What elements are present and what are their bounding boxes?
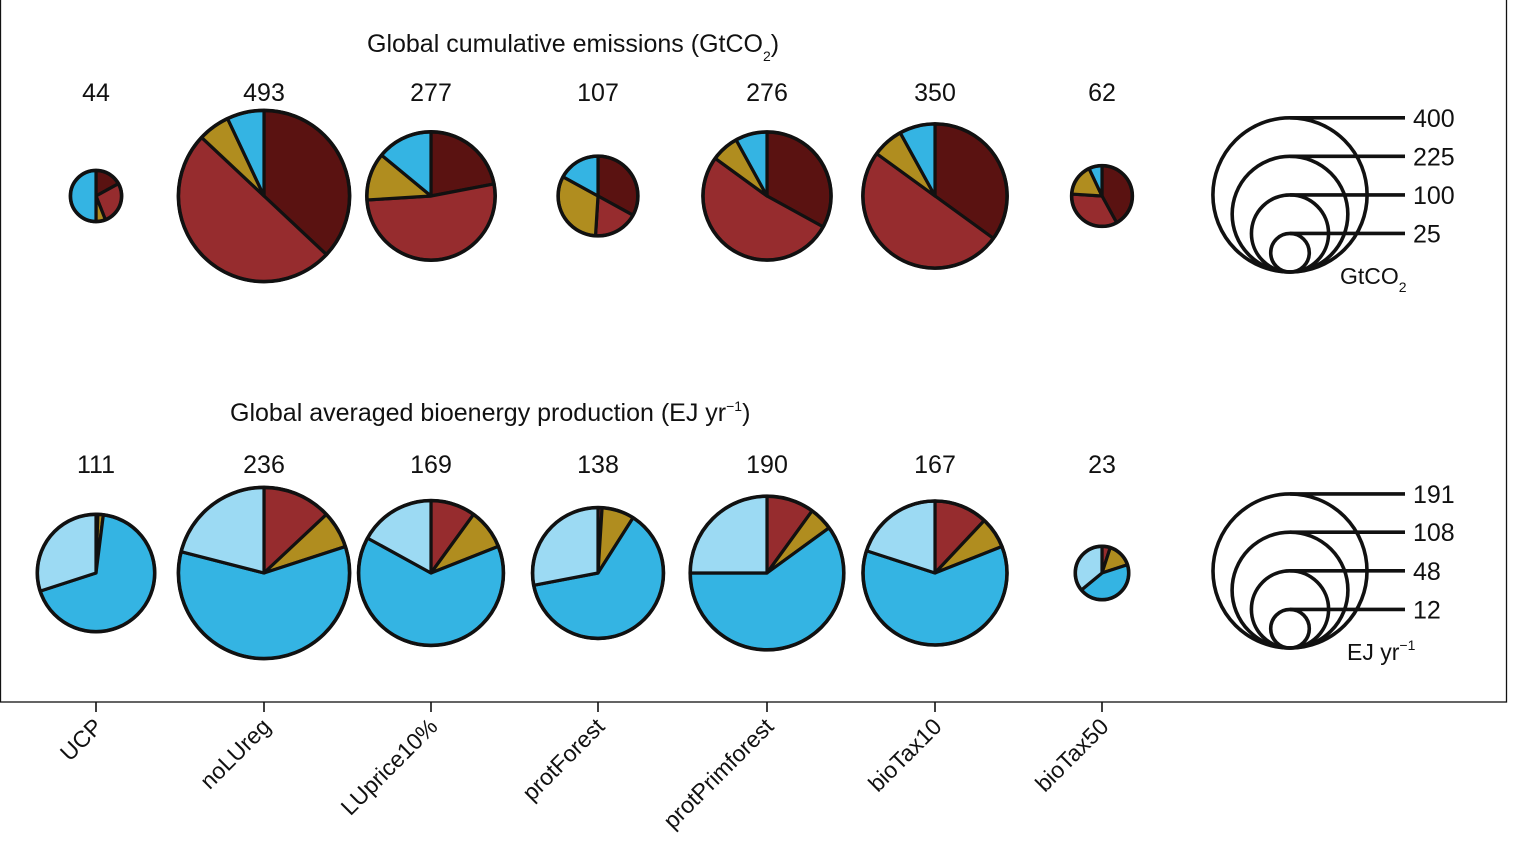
chart-marks: 44 493 277 107 276 350 62 400 225 100 25 111 236 169 1… <box>35 79 1455 834</box>
emissions-pie-protforest-outline <box>556 154 640 238</box>
bioenergy-total-luprice10: 169 <box>410 451 452 479</box>
emissions-legend-value-25: 25 <box>1413 220 1441 248</box>
bioenergy-legend-value-12: 12 <box>1413 596 1441 624</box>
emissions-total-biotax10: 350 <box>914 79 956 107</box>
bioenergy-legend-value-108: 108 <box>1413 519 1455 547</box>
x-label-protforest: protForest <box>517 713 610 806</box>
emissions-title: Global cumulative emissions (GtCO2) <box>367 30 779 64</box>
x-label-ucp: UCP <box>55 713 108 766</box>
emissions-legend-value-225: 225 <box>1413 143 1455 171</box>
bioenergy-total-biotax50: 23 <box>1088 451 1116 479</box>
bioenergy-title: Global averaged bioenergy production (EJ… <box>230 398 750 427</box>
x-label-nolureg: noLUreg <box>195 713 276 794</box>
bioenergy-pie-nolureg-outline <box>176 485 352 661</box>
plot-frame <box>0 0 1508 703</box>
bioenergy-pie-biotax10-outline <box>861 499 1009 647</box>
bioenergy-legend-ring-108 <box>1230 530 1350 650</box>
emissions-legend-ring-225 <box>1230 154 1350 274</box>
bioenergy-pie-ucp-outline <box>35 512 157 634</box>
bioenergy-pie-protprimforest-outline <box>688 494 846 652</box>
bioenergy-pie-biotax50-outline <box>1073 544 1131 602</box>
bioenergy-legend-value-191: 191 <box>1413 481 1455 509</box>
bioenergy-total-biotax10: 167 <box>914 451 956 479</box>
x-label-biotax10: bioTax10 <box>863 713 946 796</box>
emissions-total-biotax50: 62 <box>1088 79 1116 107</box>
emissions-legend-value-100: 100 <box>1413 182 1455 210</box>
bioenergy-total-protprimforest: 190 <box>746 451 788 479</box>
x-label-luprice10: LUprice10% <box>336 713 443 820</box>
bioenergy-pie-luprice10-outline <box>356 498 506 648</box>
emissions-legend-value-400: 400 <box>1413 105 1455 133</box>
emissions-pie-biotax10-outline <box>861 122 1009 270</box>
emissions-total-protforest: 107 <box>577 79 619 107</box>
emissions-total-luprice10: 277 <box>410 79 452 107</box>
bioenergy-total-ucp: 111 <box>77 451 115 479</box>
emissions-pie-biotax50-outline <box>1069 163 1135 229</box>
bioenergy-legend-ring-12 <box>1268 607 1312 650</box>
bioenergy-legend-value-48: 48 <box>1413 558 1441 586</box>
emissions-total-ucp: 44 <box>82 79 110 107</box>
bioenergy-pie-protforest-slice-4 <box>530 505 600 587</box>
emissions-pie-nolureg-outline <box>176 108 352 284</box>
emissions-pie-protprimforest-outline <box>701 130 833 262</box>
x-label-protprimforest: protPrimforest <box>658 713 779 834</box>
emissions-total-protprimforest: 276 <box>746 79 788 107</box>
emissions-pie-ucp-slice-4 <box>68 168 98 224</box>
emissions-pie-ucp-outline <box>68 168 124 224</box>
bioenergy-legend-unit: EJ yr−1 <box>1347 637 1416 665</box>
emissions-pie-luprice10-outline <box>365 130 497 262</box>
bioenergy-total-protforest: 138 <box>577 451 619 479</box>
x-label-biotax50: bioTax50 <box>1030 713 1113 796</box>
bioenergy-total-nolureg: 236 <box>243 451 285 479</box>
emissions-legend-unit: GtCO2 <box>1340 263 1407 295</box>
emissions-total-nolureg: 493 <box>243 79 285 107</box>
emissions-legend-ring-25 <box>1268 231 1312 274</box>
bioenergy-pie-protforest-outline <box>530 505 666 641</box>
